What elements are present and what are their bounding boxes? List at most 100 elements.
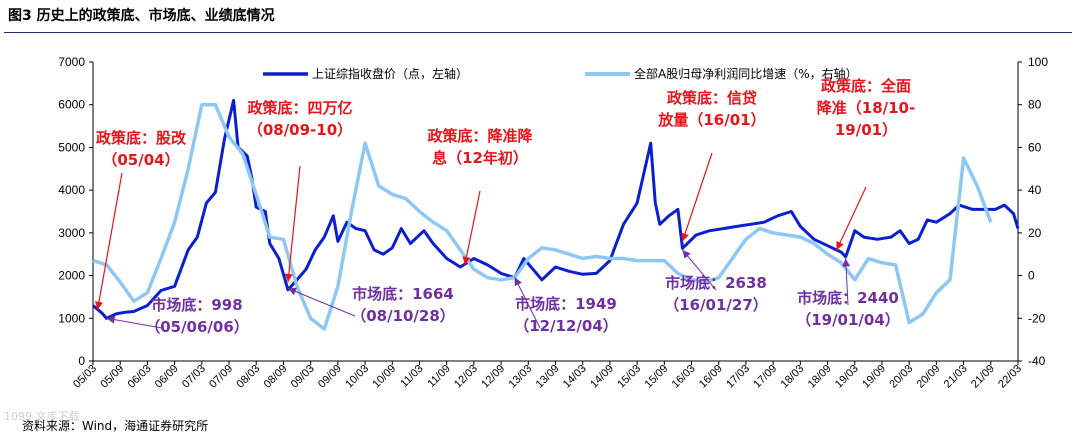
x-axis-tick-label: 18/09 bbox=[806, 363, 834, 391]
right-axis-tick-label: -40 bbox=[1028, 354, 1046, 368]
title-divider bbox=[4, 32, 1072, 33]
market-annotation-arrowhead bbox=[287, 287, 297, 296]
market-annotation-arrowhead bbox=[514, 277, 522, 287]
market-annotation-label: （12/12/04） bbox=[514, 317, 618, 335]
right-axis-tick-label: 80 bbox=[1028, 98, 1042, 112]
market-annotation-label: 市场底：1949 bbox=[515, 295, 617, 313]
x-axis-tick-label: 05/09 bbox=[98, 363, 126, 391]
x-axis-tick-label: 16/09 bbox=[697, 363, 725, 391]
x-axis-tick-label: 21/03 bbox=[942, 363, 970, 391]
market-annotation-label: 市场底：998 bbox=[151, 296, 242, 314]
market-annotation-label: 市场底：2638 bbox=[665, 274, 767, 292]
policy-annotation-arrowhead bbox=[462, 256, 471, 265]
x-axis-tick-label: 18/03 bbox=[779, 363, 807, 391]
market-annotation-arrowhead bbox=[682, 249, 691, 259]
left-axis-tick-label: 2000 bbox=[58, 269, 85, 283]
policy-annotation-label: 政策底：信贷 bbox=[667, 89, 757, 107]
x-axis-tick-label: 10/09 bbox=[370, 363, 398, 391]
x-axis-tick-label: 06/09 bbox=[153, 363, 181, 391]
x-axis-tick-label: 11/09 bbox=[425, 363, 452, 390]
policy-annotation-label: （08/09-10） bbox=[248, 121, 352, 139]
right-axis-tick-label: -20 bbox=[1028, 311, 1046, 325]
x-axis-tick-label: 21/09 bbox=[969, 363, 997, 391]
policy-annotation-arrowhead bbox=[95, 301, 103, 310]
market-annotation-label: （16/01/27） bbox=[664, 296, 768, 314]
market-annotation-label: 市场底：1664 bbox=[352, 285, 454, 303]
x-axis-tick-label: 11/03 bbox=[398, 363, 425, 390]
policy-annotation-label: 政策底：降准降 bbox=[427, 127, 533, 145]
policy-annotation-arrowhead bbox=[681, 232, 689, 242]
market-annotation-label: 市场底：2440 bbox=[797, 289, 899, 307]
market-annotation-arrow bbox=[106, 317, 163, 329]
policy-annotation-arrowhead bbox=[284, 273, 293, 282]
x-axis-tick-label: 14/09 bbox=[588, 363, 616, 391]
policy-annotation-arrow bbox=[681, 152, 713, 242]
right-axis-tick-label: 40 bbox=[1028, 183, 1042, 197]
legend-label: 全部A股归母净利润同比增速（%，右轴） bbox=[634, 66, 858, 81]
x-axis-tick-label: 15/03 bbox=[615, 363, 643, 391]
left-axis-tick-label: 3000 bbox=[58, 226, 85, 240]
policy-annotation-label: 19/01） bbox=[835, 121, 897, 139]
left-axis-tick-label: 4000 bbox=[58, 183, 85, 197]
policy-annotation-label: （05/04） bbox=[102, 151, 179, 169]
x-axis-tick-label: 17/03 bbox=[724, 363, 752, 391]
policy-annotation-label: 降准（18/10- bbox=[817, 99, 915, 117]
left-axis-tick-label: 0 bbox=[78, 354, 85, 368]
index-close-line bbox=[92, 98, 1020, 320]
legend-label: 上证综指收盘价（点，左轴） bbox=[312, 66, 468, 81]
policy-annotation-label: 政策底：全面 bbox=[821, 77, 911, 95]
watermark: 1099 文库下载 bbox=[4, 410, 80, 423]
x-axis-tick-label: 08/09 bbox=[262, 363, 290, 391]
policy-annotation-arrow bbox=[464, 190, 481, 266]
right-axis-tick-label: 100 bbox=[1028, 55, 1048, 69]
x-axis-tick-label: 19/03 bbox=[833, 363, 861, 391]
policy-annotation-label: 政策底：四万亿 bbox=[247, 99, 352, 117]
x-axis-tick-label: 09/03 bbox=[289, 363, 317, 391]
x-axis-tick-label: 20/09 bbox=[915, 363, 943, 391]
market-annotation-arrow bbox=[287, 287, 356, 317]
x-axis-tick-label: 06/03 bbox=[126, 363, 154, 391]
market-annotation-label: （08/10/28） bbox=[351, 307, 455, 325]
market-annotation-arrowhead bbox=[842, 258, 851, 267]
right-axis-tick-label: 0 bbox=[1028, 269, 1035, 283]
right-axis-tick-label: 60 bbox=[1028, 140, 1042, 154]
x-axis-tick-label: 15/09 bbox=[642, 363, 670, 391]
x-axis-tick-label: 07/03 bbox=[180, 363, 208, 391]
x-axis-tick-label: 05/03 bbox=[71, 363, 99, 391]
right-axis-tick-label: 20 bbox=[1028, 226, 1042, 240]
policy-annotation-arrow bbox=[96, 172, 123, 310]
x-axis-tick-label: 17/09 bbox=[751, 363, 779, 391]
x-axis-tick-label: 08/03 bbox=[234, 363, 262, 391]
x-axis-tick-label: 22/03 bbox=[996, 363, 1024, 391]
x-axis-tick-label: 19/09 bbox=[860, 363, 888, 391]
left-axis-tick-label: 6000 bbox=[58, 98, 85, 112]
policy-annotation-label: 放量（16/01） bbox=[657, 111, 765, 129]
policy-annotation-label: 政策底：股改 bbox=[96, 129, 187, 147]
x-axis-tick-label: 20/03 bbox=[887, 363, 915, 391]
policy-annotation-label: 息（12年初） bbox=[432, 149, 528, 167]
x-axis-tick-label: 12/03 bbox=[452, 363, 480, 391]
x-axis-tick-label: 16/03 bbox=[670, 363, 698, 391]
x-axis-tick-label: 09/09 bbox=[316, 363, 344, 391]
left-axis-tick-label: 5000 bbox=[58, 140, 85, 154]
x-axis-tick-label: 10/03 bbox=[343, 363, 371, 391]
market-annotation-label: （19/01/04） bbox=[796, 311, 900, 329]
left-axis-tick-label: 7000 bbox=[58, 55, 85, 69]
policy-annotation-arrow bbox=[287, 165, 301, 283]
policy-annotation-arrowhead bbox=[836, 241, 844, 250]
x-axis-tick-label: 07/09 bbox=[207, 363, 235, 391]
market-annotation-arrowhead bbox=[106, 315, 116, 324]
x-axis-tick-label: 14/03 bbox=[561, 363, 589, 391]
x-axis-tick-label: 12/09 bbox=[479, 363, 507, 391]
x-axis-tick-label: 13/09 bbox=[534, 363, 562, 391]
market-annotation-label: （05/06/06） bbox=[145, 318, 249, 336]
policy-annotation-arrow bbox=[836, 186, 867, 251]
left-axis-tick-label: 1000 bbox=[58, 311, 85, 325]
market-annotation-arrow bbox=[682, 249, 717, 291]
x-axis-tick-label: 13/03 bbox=[506, 363, 534, 391]
source-note: 资料来源：Wind，海通证券研究所 bbox=[22, 419, 209, 433]
market-annotation-arrow bbox=[514, 277, 541, 329]
figure-title: 图3 历史上的政策底、市场底、业绩底情况 bbox=[8, 8, 275, 24]
profit-growth-line bbox=[92, 102, 993, 331]
